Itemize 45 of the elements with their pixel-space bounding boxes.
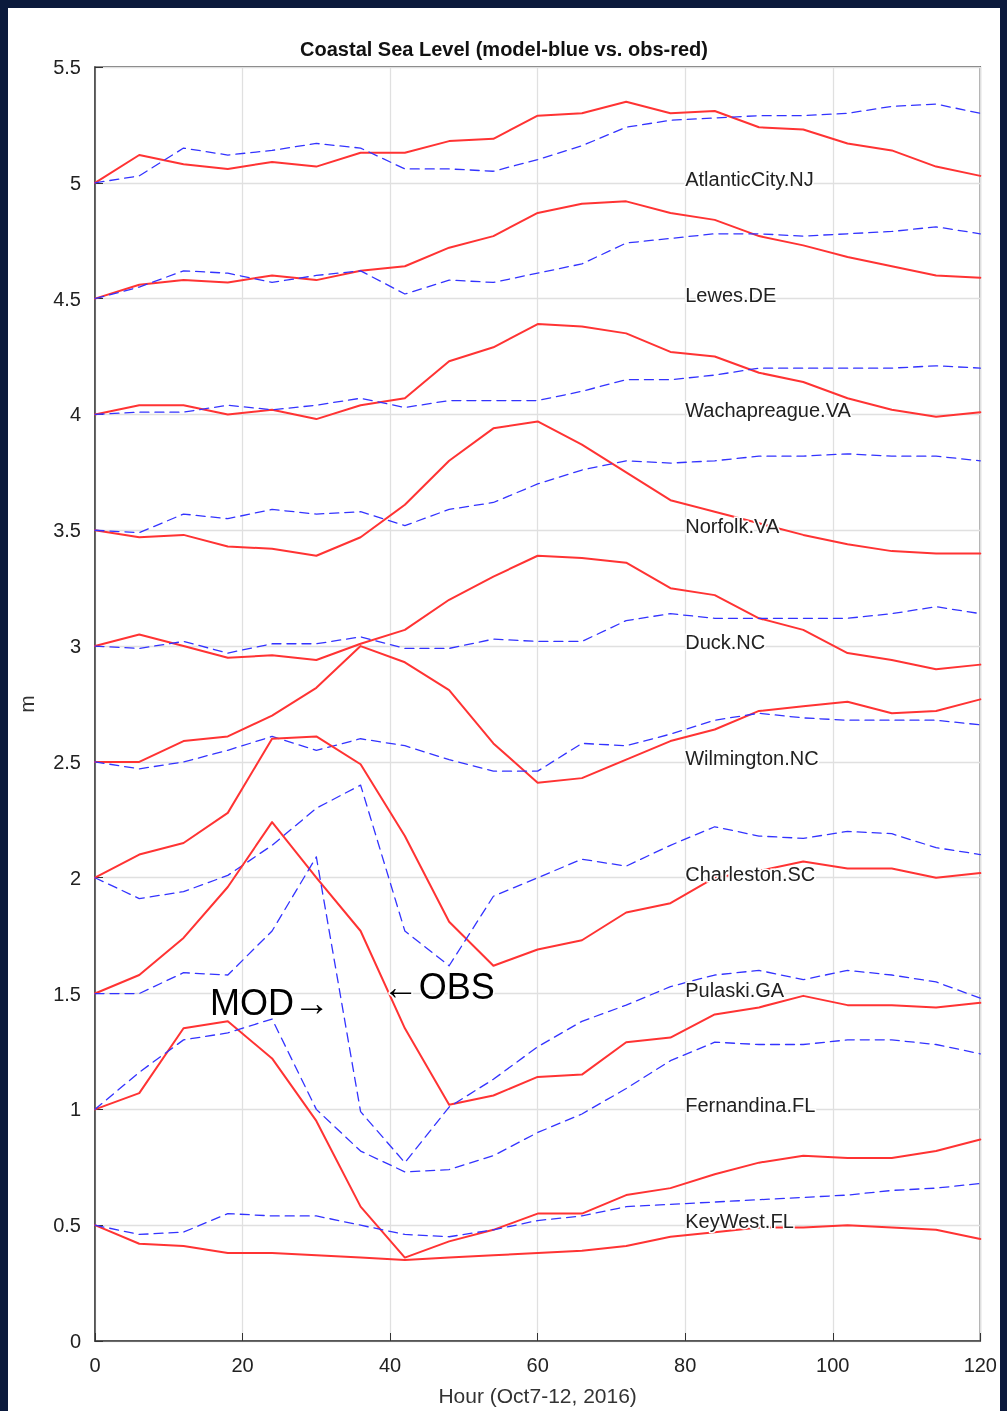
line-series bbox=[94, 1020, 982, 1259]
line-series bbox=[94, 1182, 981, 1238]
annotation: ←OBS bbox=[382, 966, 495, 1008]
x-tick-label: 80 bbox=[674, 1354, 697, 1376]
y-tick-label: 3.5 bbox=[53, 519, 81, 542]
y-tick-label: 2.5 bbox=[53, 750, 81, 773]
annotation: AtlanticCity.NJ bbox=[685, 167, 814, 190]
x-tick-label: 0 bbox=[89, 1354, 101, 1376]
annotation: Duck.NC bbox=[685, 631, 766, 654]
annotation: Wachapreague.VA bbox=[685, 399, 852, 422]
x-tick-label: 20 bbox=[231, 1354, 254, 1376]
y-axis-title: m bbox=[15, 695, 38, 713]
y-tick-label: 5.5 bbox=[53, 56, 81, 78]
line-series bbox=[94, 323, 982, 421]
x-tick-label: 40 bbox=[378, 1354, 402, 1376]
annotation: Lewes.DE bbox=[685, 283, 777, 306]
x-tick-label: 60 bbox=[526, 1354, 549, 1376]
line-series bbox=[94, 226, 981, 300]
chart-title: Coastal Sea Level (model-blue vs. obs-red) bbox=[300, 38, 708, 60]
line-series bbox=[94, 1018, 981, 1173]
annotation: Pulaski.GA bbox=[685, 978, 785, 1001]
y-tick-label: 0 bbox=[69, 1330, 81, 1352]
line-series bbox=[94, 856, 981, 1164]
annotation: Norfolk.VA bbox=[685, 515, 780, 538]
y-tick-label: 5 bbox=[69, 171, 81, 194]
annotation: KeyWest.FL bbox=[685, 1210, 794, 1233]
y-tick-label: 3 bbox=[69, 635, 81, 658]
x-tick-label: 120 bbox=[963, 1354, 997, 1376]
y-tick-label: 1 bbox=[69, 1098, 81, 1121]
line-series bbox=[94, 420, 982, 557]
y-tick-label: 1.5 bbox=[53, 982, 81, 1005]
y-tick-label: 0.5 bbox=[53, 1214, 81, 1237]
y-tick-label: 4 bbox=[69, 403, 81, 426]
y-tick-label: 2 bbox=[69, 866, 81, 889]
x-tick-label: 100 bbox=[816, 1354, 850, 1376]
y-tick-label: 4.5 bbox=[53, 287, 81, 310]
annotation: Fernandina.FL bbox=[685, 1094, 816, 1117]
line-series bbox=[94, 735, 982, 967]
annotation: MOD→ bbox=[210, 982, 331, 1024]
line-series bbox=[94, 784, 981, 967]
line-series bbox=[94, 200, 982, 300]
annotation: Wilmington.NC bbox=[685, 746, 819, 769]
x-axis-title: Hour (Oct7-12, 2016) bbox=[438, 1384, 637, 1407]
line-series bbox=[94, 453, 981, 534]
line-series bbox=[94, 712, 981, 772]
